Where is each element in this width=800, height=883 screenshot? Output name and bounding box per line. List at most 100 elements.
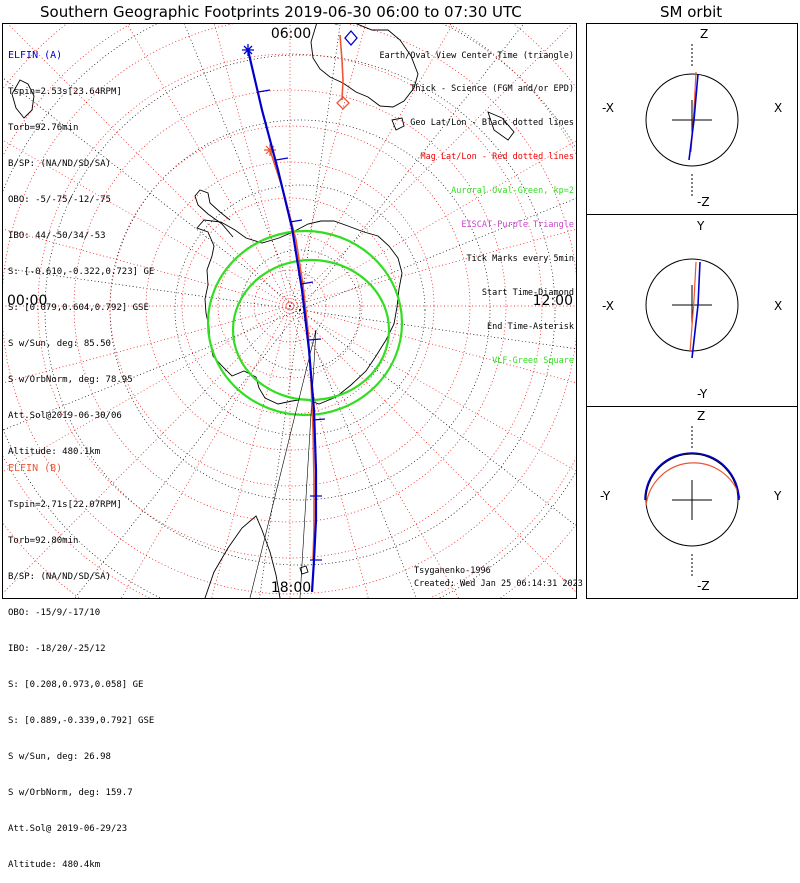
figure-title: Southern Geographic Footprints 2019-06-3… — [40, 3, 522, 21]
elfin-a-name: ELFIN (A) — [8, 50, 63, 61]
geo-meridian — [299, 24, 341, 311]
lt-label-top: 06:00 — [271, 26, 311, 42]
elfin-b-line: S: [0.208,0.973,0.058] GE — [8, 680, 144, 690]
sm-yz-left: -Y — [600, 489, 611, 503]
elfin-b-line: B/SP: (NA/ND/SD/SA) — [8, 572, 111, 582]
mag-meridian — [3, 305, 291, 473]
sm-xy-right: X — [774, 299, 782, 313]
mag-meridian — [289, 305, 576, 593]
antarctic-peninsula — [194, 189, 234, 238]
elfin-b-line: S w/OrbNorm, deg: 159.7 — [8, 788, 133, 798]
sm-orbit-title: SM orbit — [660, 3, 723, 21]
geo-meridian — [3, 77, 301, 311]
geo-meridian — [299, 309, 576, 350]
elfin-a-info: ELFIN (A) Tspin=2.53s[23.64RPM] Torb=92.… — [8, 26, 154, 470]
sm-panel-xz: Z -Z -X X — [602, 27, 782, 209]
lt-label-right: 12:00 — [533, 293, 573, 309]
elfin-a-start-diamond — [344, 30, 358, 46]
geo-meridian — [74, 309, 301, 598]
sm-xy-bottom: -Y — [697, 387, 708, 401]
sm-xy-left: -X — [602, 299, 614, 313]
geo-meridian — [299, 198, 576, 311]
legend-item: Mag Lat/Lon - Red dotted lines — [420, 152, 574, 163]
elfin-a-line: Tspin=2.53s[23.64RPM] — [8, 87, 122, 97]
auroral-oval-outer — [206, 229, 404, 417]
antarctica-coast — [196, 219, 403, 405]
legend-item: End Time-Asterisk — [487, 321, 574, 332]
elfin-b-start-diamond — [336, 96, 350, 110]
elfin-a-end-asterisk — [242, 44, 254, 56]
elfin-a-line: Att.Sol@2019-06-30/06 — [8, 411, 122, 421]
elfin-b-line: Tspin=2.71s[22.07RPM] — [8, 500, 122, 510]
sm-panel-yz-frame — [586, 406, 798, 599]
sm-panel-xy: Y -Y -X X — [602, 219, 782, 401]
sm-xz-bottom: -Z — [697, 195, 710, 209]
geo-meridian — [259, 309, 301, 598]
sm-xy-orbit-a — [691, 261, 701, 359]
sm-xy-top: Y — [696, 219, 705, 233]
legend-item: Earth/Oval View Center Time (triangle) — [379, 50, 574, 61]
elfin-b-name: ELFIN (B) — [8, 463, 63, 474]
elfin-b-info: ELFIN (B) Tspin=2.71s[22.07RPM] Torb=92.… — [8, 439, 154, 883]
mag-meridian — [214, 24, 291, 307]
elfin-b-line: S w/Sun, deg: 26.98 — [8, 752, 111, 762]
sm-yz-right: Y — [773, 489, 782, 503]
elfin-b-track — [269, 34, 344, 561]
sm-xz-top: Z — [700, 27, 708, 41]
elfin-b-line: Att.Sol@ 2019-06-29/23 — [8, 824, 128, 834]
created-timestamp: Created: Wed Jan 25 06:14:31 2023 — [414, 579, 583, 589]
model-credit: Tsyganenko-1996 — [414, 566, 491, 576]
mag-latlon-grid — [3, 24, 576, 598]
mag-meridian — [7, 24, 291, 307]
mag-meridian — [289, 305, 576, 383]
legend-item: Auroral Oval-Green, kp=2 — [451, 186, 574, 197]
mag-meridian — [289, 140, 576, 307]
sm-xz-left: -X — [602, 101, 614, 115]
elfin-a-line: S w/OrbNorm, deg: 78.95 — [8, 375, 133, 385]
elfin-b-line: Altitude: 480.4km — [8, 860, 101, 870]
mag-meridian — [121, 305, 291, 598]
elfin-b-end-asterisk — [264, 144, 276, 156]
elfin-a-line: IBO: 44/-50/34/-53 — [8, 231, 106, 241]
new-zealand — [487, 111, 515, 141]
sm-yz-orbit-b — [645, 462, 741, 507]
south-africa-coast — [11, 79, 35, 119]
mag-meridian — [289, 229, 576, 307]
elfin-b-line: Torb=92.80min — [8, 536, 79, 546]
sm-yz-orbit-a — [644, 452, 740, 501]
elfin-a-line: Altitude: 480.1km — [8, 447, 101, 457]
mag-meridian — [289, 24, 366, 307]
geo-meridian — [3, 309, 301, 431]
australia-coast — [310, 24, 419, 108]
elfin-a-line: Torb=92.76min — [8, 123, 79, 133]
sm-xz-orbit-a — [688, 73, 699, 161]
sm-xz-right: X — [774, 101, 782, 115]
geo-meridian — [3, 267, 301, 311]
elfin-a-track — [246, 49, 318, 593]
geo-meridian — [299, 309, 576, 527]
mag-meridian — [211, 305, 291, 598]
view-lines — [249, 329, 317, 598]
geo-meridian — [299, 24, 524, 311]
geo-lat-circle — [109, 119, 491, 501]
legend-item: VLF-Green Square — [492, 355, 574, 366]
mag-meridian — [289, 305, 369, 598]
elfin-a-line: S: [0.079,0.604,0.792] GSE — [8, 303, 149, 313]
legend-item: Start Time-Diamond — [481, 287, 574, 298]
legend-item: Tick Marks every 5min — [466, 253, 574, 264]
mag-meridian — [3, 228, 291, 307]
elfin-a-line: S w/Sun, deg: 85.50 — [8, 339, 111, 349]
falklands — [299, 565, 309, 575]
figure-canvas: 06:00 00:00 12:00 18:00 Z -Z -X X Y -Y -… — [2, 23, 798, 599]
lt-label-bottom: 18:00 — [271, 580, 311, 596]
geo-lat-circle — [44, 54, 556, 566]
geo-lat-circle — [174, 184, 426, 436]
legend-item: Thick - Science (FGM and/or EPD) — [410, 84, 574, 95]
elfin-a-tick-marks — [257, 89, 326, 561]
sm-yz-top: Z — [697, 409, 705, 423]
tasmania — [391, 117, 405, 131]
sm-xy-orbit-b — [689, 261, 697, 353]
geo-meridian — [184, 24, 301, 311]
mag-meridian — [289, 305, 459, 598]
sm-panel-yz: Z -Z -Y Y — [600, 409, 782, 593]
